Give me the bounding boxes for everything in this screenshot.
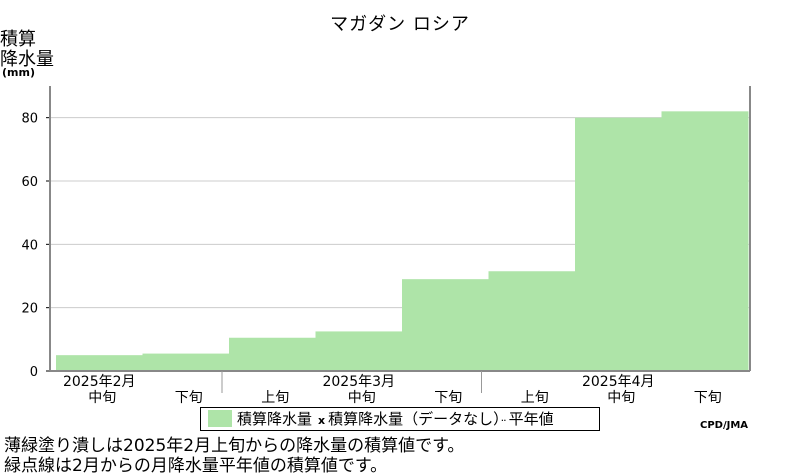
legend-label-normal: 平年値 bbox=[508, 410, 554, 428]
chart-title: マガダン ロシア bbox=[330, 14, 470, 35]
x-tick-label-1: 中旬 bbox=[88, 390, 116, 406]
bar-3 bbox=[229, 337, 316, 371]
y-tick-label-60: 60 bbox=[21, 175, 38, 190]
bar-5 bbox=[402, 279, 489, 371]
legend: 積算降水量 x 積算降水量（データなし）·· 平年値 bbox=[200, 407, 600, 431]
y-axis-label-line-2: 降水量 bbox=[0, 49, 54, 70]
month-label-2: 2025年3月 bbox=[322, 374, 395, 390]
y-axis-label-line-1: 積算 bbox=[0, 29, 36, 50]
bar-8 bbox=[661, 111, 749, 371]
bar-4 bbox=[315, 331, 403, 371]
month-label-1: 2025年2月 bbox=[63, 374, 136, 390]
legend-label-accumulated: 積算降水量 bbox=[237, 410, 313, 428]
bar-2 bbox=[142, 353, 230, 371]
x-tick-label-8: 下旬 bbox=[694, 390, 722, 406]
x-tick-label-3: 上旬 bbox=[261, 390, 289, 406]
bar-7 bbox=[575, 117, 662, 372]
legend-swatch-accumulated bbox=[208, 410, 232, 427]
bar-1 bbox=[56, 355, 143, 371]
y-tick-label-40: 40 bbox=[21, 238, 38, 253]
x-tick-label-6: 上旬 bbox=[521, 390, 549, 406]
legend-label-no-data: 積算降水量（データなし） bbox=[328, 410, 501, 428]
y-tick-label-20: 20 bbox=[21, 302, 38, 317]
x-tick-label-2: 下旬 bbox=[175, 390, 203, 406]
bar-6 bbox=[488, 271, 576, 371]
x-tick-label-4: 中旬 bbox=[348, 390, 376, 406]
footnote-1: 薄緑塗り潰しは2025年2月上旬からの降水量の積算値です。 bbox=[4, 436, 465, 456]
legend-marker-normal: ·· bbox=[500, 414, 507, 427]
month-label-3: 2025年4月 bbox=[582, 374, 655, 390]
credit-label: CPD/JMA bbox=[700, 420, 749, 431]
x-tick-label-5: 下旬 bbox=[434, 390, 462, 406]
x-tick-label-7: 中旬 bbox=[607, 390, 635, 406]
y-axis-unit-label: (mm) bbox=[2, 66, 35, 79]
footnote-2: 緑点線は2月からの月降水量平年値の積算値です。 bbox=[4, 456, 388, 476]
legend-marker-no-data: x bbox=[318, 414, 326, 427]
y-tick-label-80: 80 bbox=[21, 112, 38, 127]
y-tick-label-0: 0 bbox=[30, 365, 38, 380]
